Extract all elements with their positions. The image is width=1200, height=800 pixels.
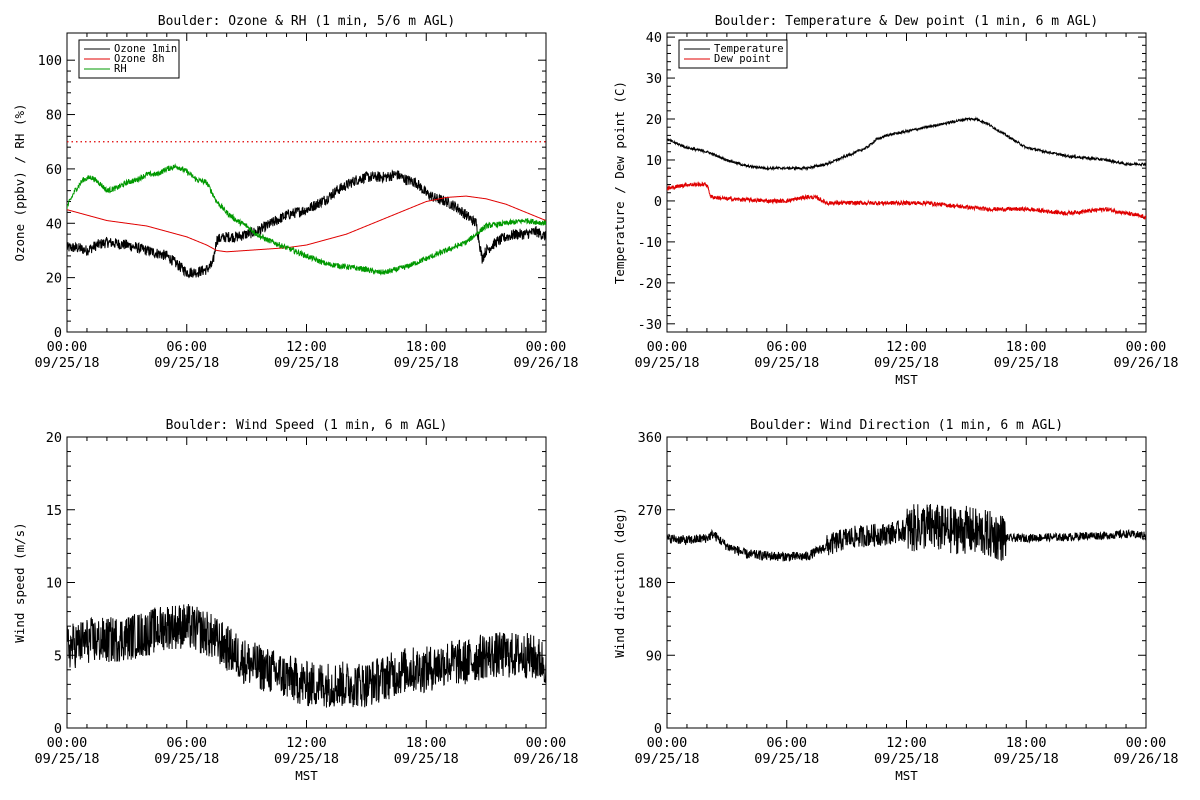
y-tick-label: 20 — [46, 271, 62, 287]
y-tick-label: 10 — [646, 153, 662, 169]
x-tick-date-label: 09/25/18 — [274, 355, 339, 371]
y-tick-label: 360 — [638, 430, 662, 446]
y-tick-label: 30 — [646, 71, 662, 87]
y-axis-label: Wind speed (m/s) — [12, 522, 27, 642]
chart-title: Boulder: Wind Direction (1 min, 6 m AGL) — [750, 418, 1063, 433]
x-tick-date-label: 09/25/18 — [994, 751, 1059, 767]
x-tick-label: 12:00 — [286, 339, 327, 355]
y-tick-label: 270 — [638, 503, 662, 519]
x-tick-date-label: 09/25/18 — [634, 355, 699, 371]
x-tick-label: 18:00 — [406, 735, 447, 751]
series-line-1 — [667, 503, 1146, 562]
series-line-1 — [67, 169, 546, 279]
y-tick-label: 40 — [46, 216, 62, 232]
x-tick-date-label: 09/25/18 — [874, 751, 939, 767]
y-axis-label: Wind direction (deg) — [612, 507, 627, 658]
y-tick-label: 90 — [646, 648, 662, 664]
legend-label: Ozone 1min — [114, 43, 177, 55]
legend-box — [78, 39, 180, 79]
x-tick-date-label: 09/25/18 — [34, 355, 99, 371]
x-tick-date-label: 09/25/18 — [154, 355, 219, 371]
series-line-1 — [67, 604, 546, 708]
x-tick-label: 18:00 — [1006, 735, 1047, 751]
y-tick-label: 20 — [46, 430, 62, 446]
plot-data — [667, 116, 1146, 220]
y-axis-label: Temperature / Dew point (C) — [612, 81, 627, 284]
y-tick-label: 80 — [46, 108, 62, 124]
y-tick-label: 40 — [646, 30, 662, 46]
y-tick-label: 5 — [54, 648, 62, 664]
x-tick-date-label: 09/26/18 — [1113, 355, 1178, 371]
y-tick-label: 0 — [54, 325, 62, 341]
y-tick-label: 0 — [654, 194, 662, 210]
x-tick-label: 06:00 — [766, 339, 807, 355]
x-tick-label: 12:00 — [886, 735, 927, 751]
y-tick-label: 60 — [46, 162, 62, 178]
x-tick-label: 06:00 — [166, 339, 207, 355]
chart-title: Boulder: Wind Speed (1 min, 6 m AGL) — [166, 418, 448, 433]
x-tick-label: 00:00 — [1126, 735, 1167, 751]
y-tick-label: 0 — [654, 721, 662, 737]
x-axis-label: MST — [295, 768, 318, 783]
x-tick-label: 18:00 — [1006, 339, 1047, 355]
x-axis-label: MST — [895, 372, 918, 387]
x-tick-label: 06:00 — [766, 735, 807, 751]
y-tick-label: 180 — [638, 576, 662, 592]
y-tick-label: 10 — [46, 576, 62, 592]
x-tick-label: 00:00 — [647, 339, 688, 355]
legend-label: Ozone 8h — [114, 53, 165, 65]
y-axis-label: Ozone (ppbv) / RH (%) — [12, 103, 27, 261]
y-tick-label: -30 — [638, 317, 662, 333]
x-tick-date-label: 09/26/18 — [1113, 751, 1178, 767]
x-tick-date-label: 09/25/18 — [154, 751, 219, 767]
chart-panel-4: Boulder: Wind Direction (1 min, 6 m AGL)… — [612, 418, 1179, 783]
x-tick-date-label: 09/25/18 — [754, 355, 819, 371]
legend-label: Temperature — [714, 43, 784, 55]
plot-data — [667, 503, 1146, 562]
chart-title: Boulder: Temperature & Dew point (1 min,… — [715, 14, 1099, 29]
chart-panel-3: Boulder: Wind Speed (1 min, 6 m AGL) 0 5 10… — [12, 418, 579, 783]
x-tick-label: 00:00 — [526, 339, 567, 355]
x-tick-date-label: 09/25/18 — [274, 751, 339, 767]
legend-label: RH — [114, 63, 127, 75]
x-tick-date-label: 09/26/18 — [513, 751, 578, 767]
series-line-3 — [67, 163, 546, 276]
x-tick-label: 00:00 — [47, 735, 88, 751]
x-tick-date-label: 09/25/18 — [634, 751, 699, 767]
x-tick-label: 12:00 — [286, 735, 327, 751]
series-line-1 — [667, 116, 1146, 172]
x-tick-date-label: 09/25/18 — [994, 355, 1059, 371]
x-tick-date-label: 09/25/18 — [754, 751, 819, 767]
y-tick-label: -10 — [638, 235, 662, 251]
x-tick-label: 06:00 — [166, 735, 207, 751]
y-tick-label: 20 — [646, 112, 662, 128]
x-tick-date-label: 09/26/18 — [513, 355, 578, 371]
series-line-2 — [667, 181, 1146, 220]
x-axis-label: MST — [895, 768, 918, 783]
x-tick-label: 00:00 — [526, 735, 567, 751]
legend-label: Dew point — [714, 53, 771, 65]
x-tick-label: 12:00 — [886, 339, 927, 355]
y-tick-label: 100 — [38, 53, 62, 69]
x-tick-label: 00:00 — [1126, 339, 1167, 355]
x-tick-date-label: 09/25/18 — [394, 751, 459, 767]
y-tick-label: 15 — [46, 503, 62, 519]
x-tick-label: 18:00 — [406, 339, 447, 355]
plot-data — [67, 604, 546, 708]
series-line-2 — [67, 195, 546, 253]
x-tick-date-label: 09/25/18 — [34, 751, 99, 767]
y-tick-label: 0 — [54, 721, 62, 737]
x-tick-label: 00:00 — [47, 339, 88, 355]
plot-data — [67, 141, 546, 279]
chart-panel-2: Boulder: Temperature & Dew point (1 min,… — [612, 14, 1179, 387]
x-tick-date-label: 09/25/18 — [394, 355, 459, 371]
y-tick-label: -20 — [638, 276, 662, 292]
chart-title: Boulder: Ozone & RH (1 min, 5/6 m AGL) — [158, 14, 455, 29]
chart-panel-1: Boulder: Ozone & RH (1 min, 5/6 m AGL) 0 2… — [12, 14, 579, 371]
x-tick-date-label: 09/25/18 — [874, 355, 939, 371]
legend-box — [678, 39, 788, 69]
x-tick-label: 00:00 — [647, 735, 688, 751]
